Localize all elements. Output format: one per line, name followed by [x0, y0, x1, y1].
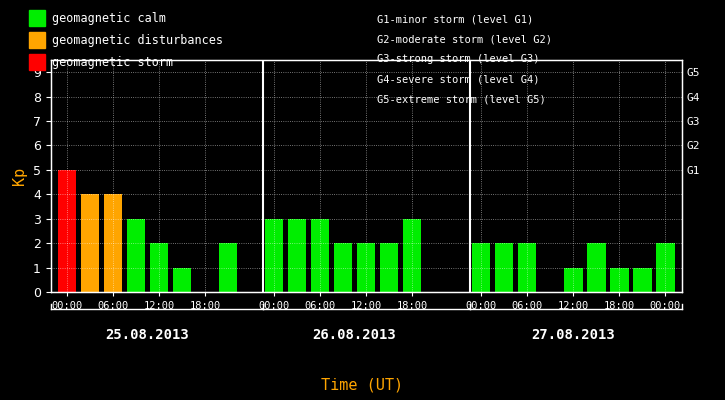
Bar — [610, 268, 629, 292]
Text: G5-extreme storm (level G5): G5-extreme storm (level G5) — [377, 94, 546, 104]
Text: G2-moderate storm (level G2): G2-moderate storm (level G2) — [377, 34, 552, 44]
Bar — [265, 219, 283, 292]
Text: 25.08.2013: 25.08.2013 — [106, 328, 189, 342]
Bar — [495, 243, 513, 292]
Bar — [58, 170, 76, 292]
Bar — [518, 243, 536, 292]
Bar — [380, 243, 398, 292]
Text: geomagnetic calm: geomagnetic calm — [52, 12, 166, 25]
Bar — [127, 219, 145, 292]
Bar — [288, 219, 306, 292]
Bar — [219, 243, 237, 292]
Bar — [150, 243, 168, 292]
Bar — [656, 243, 674, 292]
Bar — [104, 194, 122, 292]
Text: Time (UT): Time (UT) — [321, 377, 404, 392]
Text: G4-severe storm (level G4): G4-severe storm (level G4) — [377, 74, 539, 84]
Bar — [357, 243, 376, 292]
Bar — [564, 268, 582, 292]
Bar — [311, 219, 329, 292]
Bar — [633, 268, 652, 292]
Text: geomagnetic disturbances: geomagnetic disturbances — [52, 34, 223, 47]
Bar — [472, 243, 490, 292]
Bar — [587, 243, 605, 292]
Text: G1-minor storm (level G1): G1-minor storm (level G1) — [377, 14, 534, 24]
Bar — [334, 243, 352, 292]
Bar — [403, 219, 421, 292]
Bar — [173, 268, 191, 292]
Bar — [80, 194, 99, 292]
Text: 27.08.2013: 27.08.2013 — [531, 328, 616, 342]
Y-axis label: Kp: Kp — [12, 167, 28, 185]
Text: 26.08.2013: 26.08.2013 — [312, 328, 397, 342]
Text: G3-strong storm (level G3): G3-strong storm (level G3) — [377, 54, 539, 64]
Text: geomagnetic storm: geomagnetic storm — [52, 56, 173, 69]
